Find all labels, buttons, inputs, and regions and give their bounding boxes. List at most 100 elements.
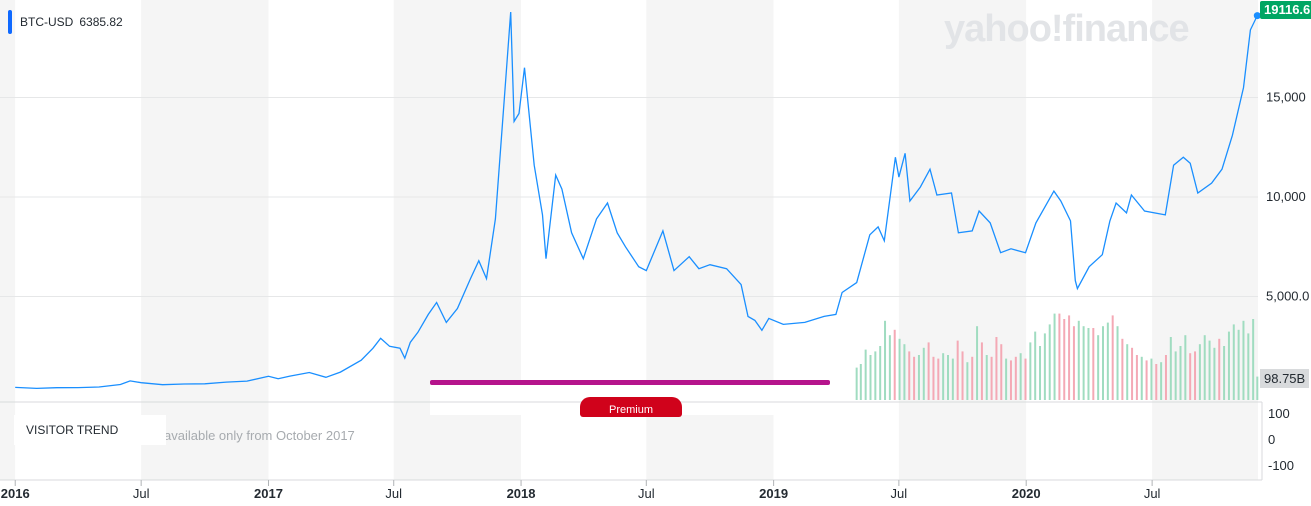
volume-bar <box>927 342 930 400</box>
volume-bar <box>1043 333 1046 400</box>
volume-bar <box>980 342 983 400</box>
volume-bar <box>1082 326 1085 400</box>
last-price-badge: 19116.6 <box>1260 1 1311 19</box>
volume-bar <box>951 358 954 400</box>
volume-bar <box>1242 320 1245 400</box>
volume-bar <box>1256 376 1259 400</box>
volume-bar <box>961 351 964 400</box>
volume-bar <box>1058 313 1061 400</box>
volume-bar <box>869 355 872 400</box>
background-band <box>1026 0 1153 480</box>
volume-bar <box>1039 346 1042 400</box>
volume-bar <box>1019 353 1022 400</box>
volume-bar <box>976 326 979 400</box>
background-band <box>898 0 1027 480</box>
volume-bar <box>884 320 887 400</box>
x-tick-label: 2017 <box>254 486 283 501</box>
volume-bar <box>1048 324 1051 400</box>
volume-bar <box>864 349 867 400</box>
volume-bar <box>859 364 862 400</box>
x-tick-label: Jul <box>638 486 655 501</box>
volume-bar <box>922 347 925 400</box>
volume-bar <box>1077 320 1080 400</box>
volume-bar <box>946 355 949 400</box>
legend-value: 6385.82 <box>79 15 123 29</box>
volume-bar <box>1227 331 1230 400</box>
volume-bar <box>879 346 882 400</box>
volume-bar <box>893 329 896 400</box>
volume-bar <box>1014 356 1017 400</box>
background-band <box>141 0 269 480</box>
volume-bar <box>1126 344 1129 400</box>
volume-bar <box>956 340 959 400</box>
x-tick-label: 2018 <box>507 486 536 501</box>
volume-bar <box>1063 319 1066 400</box>
background-band <box>268 0 394 480</box>
volume-bar <box>1135 355 1138 400</box>
volume-bar <box>855 367 858 400</box>
volume-bar <box>898 338 901 400</box>
grid-lines <box>0 97 1258 298</box>
volume-bar <box>1189 353 1192 400</box>
volume-bar <box>888 335 891 400</box>
background-band <box>0 0 16 480</box>
volume-bar <box>1145 360 1148 400</box>
volume-bar <box>1194 351 1197 400</box>
volume-bar <box>966 362 969 400</box>
y-tick-label: 5,000.0 <box>1266 289 1309 304</box>
yahoo-finance-logo: yahoo!finance <box>944 8 1190 50</box>
volume-bar <box>1111 315 1114 400</box>
volume-bar <box>1068 315 1071 400</box>
volume-bar <box>903 344 906 400</box>
visitor-trend-note: available only from October 2017 <box>164 428 355 443</box>
volume-bar <box>1232 324 1235 400</box>
x-tick-label: Jul <box>385 486 402 501</box>
volume-bar <box>1053 313 1056 400</box>
volume-bar <box>937 358 940 400</box>
volume-bar <box>1155 364 1158 400</box>
volume-bar <box>1174 351 1177 400</box>
volume-bar <box>1179 346 1182 400</box>
y-tick-label: 10,000 <box>1266 189 1306 204</box>
volume-bar <box>1092 328 1095 400</box>
volume-bar <box>985 355 988 400</box>
price-series-line <box>15 11 1258 390</box>
legend-swatch <box>8 10 12 34</box>
volume-bar <box>1072 326 1075 400</box>
volume-bar <box>1164 355 1167 400</box>
x-tick-label: 2020 <box>1012 486 1041 501</box>
volume-bar <box>1005 358 1008 400</box>
volume-bar <box>1087 328 1090 400</box>
lower-axis-ticks: 100 0 -100 <box>1268 406 1294 473</box>
premium-badge[interactable]: Premium <box>580 397 682 417</box>
volume-bar <box>1116 326 1119 400</box>
volume-bar <box>908 351 911 400</box>
volume-bar <box>913 356 916 400</box>
last-price-dot <box>1253 12 1261 20</box>
series-legend[interactable]: BTC-USD 6385.82 <box>8 10 123 34</box>
lower-axis-label: -100 <box>1268 458 1294 473</box>
y-axis-ticks: 5,000.0 10,000 15,000 <box>1266 90 1309 304</box>
visitor-trend-label[interactable]: VISITOR TREND <box>14 415 166 445</box>
volume-bar <box>1024 358 1027 400</box>
volume-bar <box>1101 326 1104 400</box>
volume-bar <box>1029 342 1032 400</box>
volume-bars <box>855 313 1259 400</box>
volume-bar <box>1131 347 1134 400</box>
volume-bar <box>1097 335 1100 400</box>
x-axis-ticks: 2016 Jul 2017 Jul 2018 Jul 2019 Jul 2020 Jul <box>1 480 1161 501</box>
volume-bar <box>1247 333 1250 400</box>
background-band <box>1152 0 1258 480</box>
volume-bar <box>1160 362 1163 400</box>
x-tick-label: Jul <box>1144 486 1161 501</box>
volume-bar <box>1009 360 1012 400</box>
volume-bar <box>1184 335 1187 400</box>
x-tick-label: Jul <box>133 486 150 501</box>
volume-bar <box>1150 358 1153 400</box>
volume-bar <box>1218 338 1221 400</box>
volume-bar <box>1203 335 1206 400</box>
volume-bar <box>1034 331 1037 400</box>
volume-bar <box>1223 346 1226 400</box>
volume-bar <box>995 337 998 400</box>
lower-axis-label: 100 <box>1268 406 1290 421</box>
